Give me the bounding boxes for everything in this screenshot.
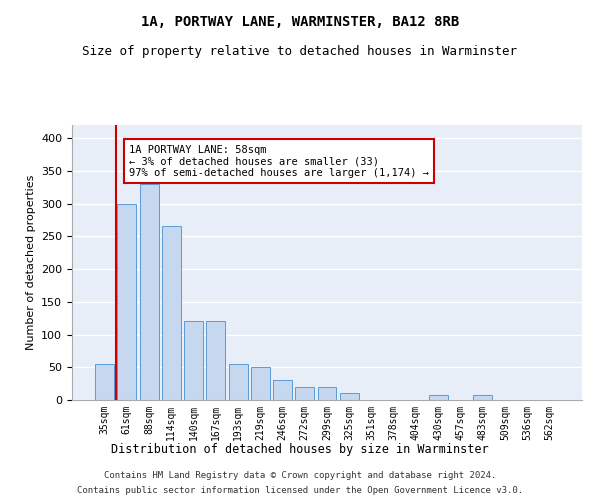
- Text: 1A PORTWAY LANE: 58sqm
← 3% of detached houses are smaller (33)
97% of semi-deta: 1A PORTWAY LANE: 58sqm ← 3% of detached …: [129, 144, 429, 178]
- Y-axis label: Number of detached properties: Number of detached properties: [26, 175, 35, 350]
- Bar: [295, 387, 314, 400]
- Bar: [162, 226, 181, 400]
- Text: Size of property relative to detached houses in Warminster: Size of property relative to detached ho…: [83, 45, 517, 58]
- Bar: [473, 395, 492, 400]
- Text: Contains HM Land Registry data © Crown copyright and database right 2024.: Contains HM Land Registry data © Crown c…: [104, 471, 496, 480]
- Text: Contains public sector information licensed under the Open Government Licence v3: Contains public sector information licen…: [77, 486, 523, 495]
- Bar: [184, 322, 203, 400]
- Bar: [251, 368, 270, 400]
- Bar: [118, 204, 136, 400]
- Bar: [429, 395, 448, 400]
- Bar: [229, 364, 248, 400]
- Bar: [340, 394, 359, 400]
- Bar: [317, 387, 337, 400]
- Text: Distribution of detached houses by size in Warminster: Distribution of detached houses by size …: [111, 442, 489, 456]
- Bar: [273, 380, 292, 400]
- Bar: [206, 322, 225, 400]
- Bar: [140, 184, 158, 400]
- Text: 1A, PORTWAY LANE, WARMINSTER, BA12 8RB: 1A, PORTWAY LANE, WARMINSTER, BA12 8RB: [141, 15, 459, 29]
- Bar: [95, 364, 114, 400]
